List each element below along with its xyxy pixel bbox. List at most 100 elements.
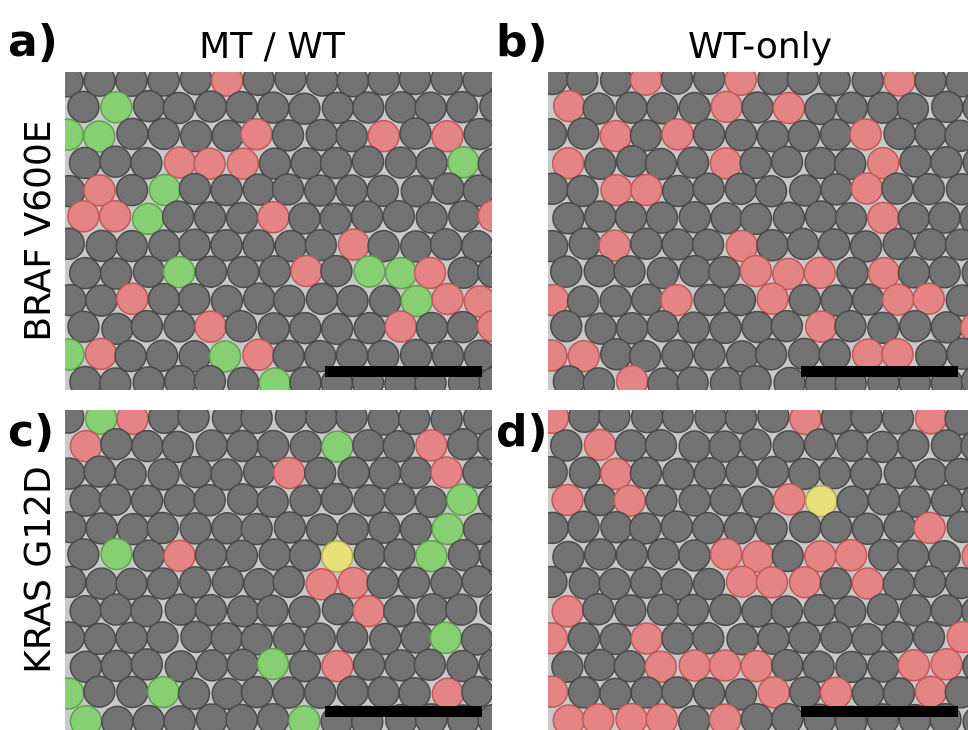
droplet <box>757 283 788 314</box>
droplet <box>789 338 820 369</box>
droplet <box>133 256 164 287</box>
droplet <box>258 202 289 233</box>
droplet <box>430 622 461 653</box>
droplet <box>600 285 631 316</box>
droplet <box>537 173 568 204</box>
droplet <box>679 202 710 233</box>
droplet <box>914 566 945 597</box>
droplet <box>868 92 899 123</box>
droplet <box>275 63 306 94</box>
droplet <box>480 594 511 625</box>
droplet <box>244 456 275 487</box>
droplet <box>53 339 84 370</box>
droplet <box>478 256 509 287</box>
droplet <box>663 459 694 490</box>
droplet <box>322 92 353 123</box>
droplet <box>242 677 273 708</box>
droplet <box>536 457 567 488</box>
droplet <box>898 650 929 681</box>
droplet <box>100 146 131 177</box>
droplet <box>84 456 115 487</box>
droplet <box>869 540 900 571</box>
droplet <box>433 173 464 204</box>
droplet <box>478 201 509 232</box>
droplet <box>148 284 179 315</box>
droplet <box>945 677 968 708</box>
droplet <box>211 230 242 261</box>
droplet <box>614 651 645 682</box>
droplet <box>836 203 867 234</box>
droplet <box>632 284 663 315</box>
droplet <box>352 201 383 232</box>
droplet <box>194 485 225 516</box>
droplet <box>772 540 803 571</box>
droplet <box>179 284 210 315</box>
droplet <box>536 119 567 150</box>
droplet <box>194 366 225 397</box>
droplet <box>711 91 742 122</box>
droplet <box>756 339 787 370</box>
droplet <box>583 704 614 730</box>
droplet <box>835 311 866 342</box>
droplet <box>772 146 803 177</box>
droplet <box>131 148 162 179</box>
droplet <box>259 539 290 570</box>
droplet <box>805 429 836 460</box>
droplet <box>148 118 179 149</box>
scale-bar <box>801 706 958 717</box>
droplet <box>884 457 915 488</box>
image-panel <box>53 401 511 730</box>
image-panel <box>52 63 511 399</box>
droplet <box>226 705 257 730</box>
droplet <box>211 623 242 654</box>
droplet <box>661 511 692 542</box>
droplet <box>617 146 648 177</box>
droplet <box>179 229 210 260</box>
droplet <box>631 64 662 95</box>
droplet <box>662 229 693 260</box>
droplet <box>307 65 338 96</box>
droplet <box>446 594 477 625</box>
droplet <box>385 147 416 178</box>
droplet <box>615 595 646 626</box>
scale-bar <box>801 366 958 377</box>
droplet <box>915 65 946 96</box>
droplet <box>116 622 147 653</box>
droplet <box>852 513 883 544</box>
droplet <box>631 623 662 654</box>
droplet <box>853 339 884 370</box>
droplet <box>679 540 710 571</box>
droplet <box>100 594 131 625</box>
droplet <box>243 339 274 370</box>
droplet <box>931 595 962 626</box>
droplet <box>915 229 946 260</box>
droplet <box>68 201 99 232</box>
droplet <box>805 148 836 179</box>
droplet <box>820 119 851 150</box>
droplet <box>241 514 272 545</box>
droplet <box>883 228 914 259</box>
droplet <box>178 678 209 709</box>
droplet <box>772 704 803 730</box>
droplet <box>102 706 133 730</box>
droplet <box>884 118 915 149</box>
droplet <box>662 623 693 654</box>
droplet <box>290 485 321 516</box>
image-panel <box>536 63 968 399</box>
droplet <box>306 119 337 150</box>
droplet <box>194 202 225 233</box>
droplet <box>771 311 802 342</box>
droplet <box>117 118 148 149</box>
droplet <box>258 704 289 730</box>
droplet <box>741 704 772 730</box>
droplet <box>320 148 351 179</box>
droplet <box>147 512 178 543</box>
droplet <box>241 402 272 433</box>
droplet <box>227 203 258 234</box>
droplet <box>400 457 431 488</box>
droplet <box>568 623 599 654</box>
droplet <box>647 311 678 342</box>
droplet <box>585 485 616 516</box>
droplet <box>415 257 446 288</box>
droplet <box>821 512 852 543</box>
